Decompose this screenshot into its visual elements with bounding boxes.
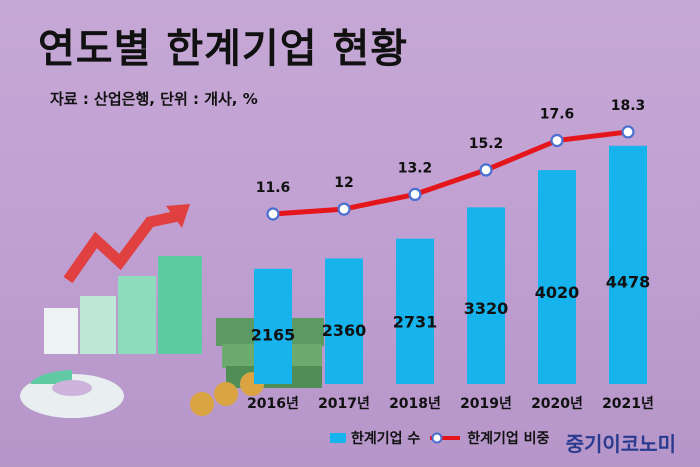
legend-item-bars: 한계기업 수 (330, 428, 420, 448)
ratio-point (621, 125, 635, 139)
bar-value-label: 3320 (464, 299, 509, 318)
bar-decoration (44, 308, 78, 354)
legend-line-swatch (430, 432, 461, 444)
bar-2018년 (396, 238, 434, 384)
ratio-value-label: 18.3 (611, 98, 646, 114)
legend-line-label: 한계기업 비중 (467, 431, 550, 447)
bar-value-label: 4020 (535, 283, 580, 302)
x-tick-label: 2021년 (602, 396, 654, 412)
x-tick-label: 2018년 (389, 396, 441, 412)
ratio-point (266, 207, 280, 221)
legend-bar-swatch (330, 433, 346, 443)
line-series: 11.6 12 13.2 15.2 17.6 18.3 (256, 98, 646, 221)
ratio-value-label: 11.6 (256, 180, 291, 196)
legend-bar-label: 한계기업 수 (351, 431, 421, 447)
brand-logo-text: 중기이코노미 (565, 432, 676, 456)
ratio-value-label: 15.2 (469, 136, 504, 152)
ratio-line (272, 129, 629, 217)
x-tick-label: 2020년 (531, 396, 583, 412)
bar-2021년 (609, 145, 647, 384)
ratio-value-label: 12 (334, 175, 353, 191)
source-note: 자료 : 산업은행, 단위 : 개사, % (50, 90, 258, 108)
x-tick-label: 2017년 (318, 396, 370, 412)
bar-2016년 (254, 268, 292, 384)
legend-item-line: 한계기업 비중 (428, 428, 549, 448)
x-axis: 2016년 2017년 2018년 2019년 2020년 2021년 (247, 396, 654, 412)
trend-arrow-decoration (63, 210, 180, 284)
x-tick-label: 2019년 (460, 396, 512, 412)
chart-title: 연도별 한계기업 현황 (38, 26, 409, 72)
bar-value-label: 2165 (251, 325, 296, 344)
ratio-point (479, 163, 493, 177)
decoration-illustration (20, 204, 324, 418)
bar-value-label: 2360 (322, 321, 367, 340)
bar-2020년 (538, 170, 576, 384)
bar-2017년 (325, 258, 363, 384)
ratio-point (408, 187, 422, 201)
bar-value-label: 2731 (393, 313, 438, 332)
bar-2019년 (467, 207, 505, 384)
ratio-value-label: 17.6 (540, 107, 575, 123)
x-tick-label: 2016년 (247, 396, 299, 412)
ratio-value-label: 13.2 (398, 160, 433, 176)
bar-value-label: 4478 (606, 273, 651, 292)
ratio-point (550, 133, 564, 148)
legend: 한계기업 수 한계기업 비중 (330, 428, 549, 448)
ratio-point (337, 202, 351, 216)
bar-series: 2165 2360 2731 3320 4020 4478 (251, 145, 651, 384)
